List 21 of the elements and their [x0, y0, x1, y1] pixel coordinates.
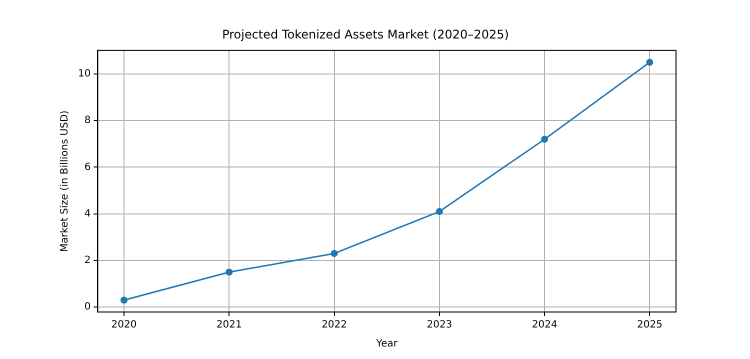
- x-tick-label: 2022: [322, 320, 348, 331]
- x-tick-label: 2025: [636, 320, 662, 331]
- point: [541, 136, 548, 143]
- x-axis-title: Year: [375, 338, 398, 350]
- point: [646, 58, 654, 66]
- point: [330, 250, 338, 257]
- y-tick-label: 8: [84, 115, 91, 126]
- point: [120, 296, 128, 304]
- y-tick-label: 4: [84, 208, 91, 220]
- y-axis-title: Market Size (in Billions USD): [60, 110, 71, 252]
- x-tick-label: 2021: [216, 320, 242, 331]
- chart-title: Projected Tokenized Assets Market (2020–2025): [222, 27, 509, 42]
- y-tick-label: 6: [84, 162, 91, 173]
- y-tick-label: 10: [78, 68, 91, 80]
- point: [436, 208, 443, 216]
- x-tick-label: 2020: [111, 320, 137, 331]
- x-tick-label: 2024: [532, 320, 558, 331]
- y-tick-label: 2: [84, 255, 91, 266]
- point: [226, 268, 233, 276]
- y-tick-label: 0: [84, 302, 91, 313]
- x-tick-label: 2023: [426, 320, 452, 331]
